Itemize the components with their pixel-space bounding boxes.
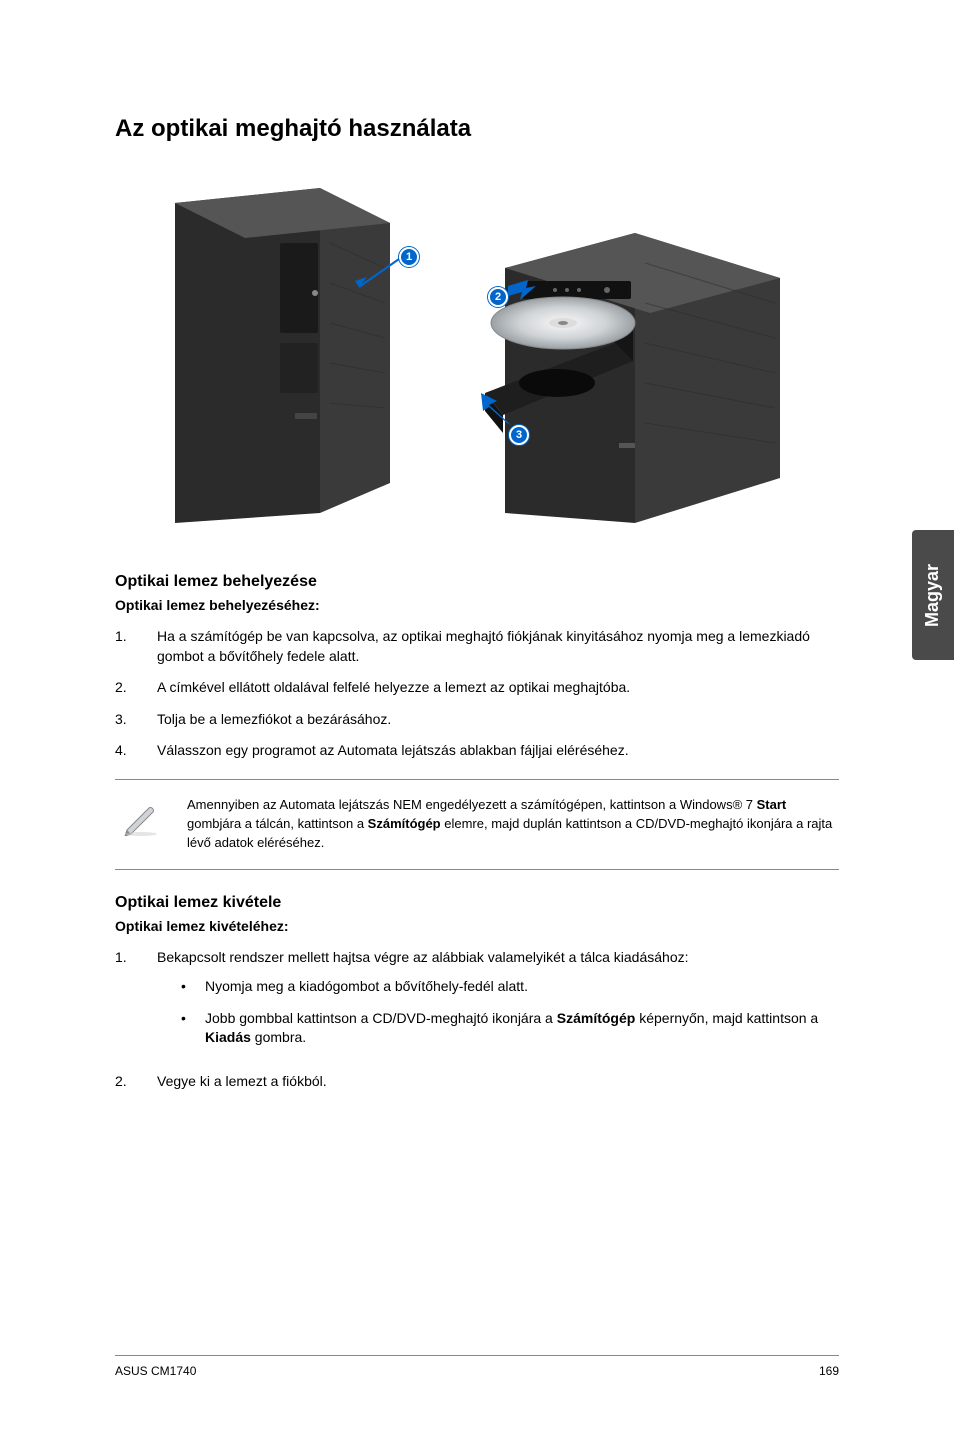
bullet-bold: Kiadás: [205, 1029, 251, 1045]
arrow-2: [508, 278, 538, 308]
list-item: 1. Bekapcsolt rendszer mellett hajtsa vé…: [115, 948, 839, 1060]
bullet-marker: •: [181, 977, 205, 997]
bullet-text: Nyomja meg a kiadógombot a bővítőhely-fe…: [205, 977, 528, 997]
list-item: 4.Válasszon egy programot az Automata le…: [115, 741, 839, 761]
bullet-fragment: képernyőn, majd kattintson a: [635, 1010, 818, 1026]
note-fragment: gombjára a tálcán, kattintson a: [187, 816, 368, 831]
section1-heading: Optikai lemez behelyezése: [115, 573, 839, 591]
tower-closed-illustration: [115, 183, 395, 533]
step-text: Válasszon egy programot az Automata lejá…: [157, 741, 839, 761]
step-text-inner: Bekapcsolt rendszer mellett hajtsa végre…: [157, 949, 689, 965]
callout-1-leader: [351, 253, 403, 293]
bullet-bold: Számítógép: [557, 1010, 636, 1026]
note-bold: Számítógép: [368, 816, 441, 831]
pencil-icon: [115, 796, 159, 841]
note-fragment: Amennyiben az Automata lejátszás NEM eng…: [187, 797, 757, 812]
page-footer: ASUS CM1740 169: [115, 1355, 839, 1378]
list-item: 1.Ha a számítógép be van kapcsolva, az o…: [115, 627, 839, 666]
page-title: Az optikai meghajtó használata: [115, 115, 839, 143]
step-number: 2.: [115, 1072, 157, 1092]
list-item: 3.Tolja be a lemezfiókot a bezárásához.: [115, 710, 839, 730]
language-tab: Magyar: [912, 530, 954, 660]
section2-heading: Optikai lemez kivétele: [115, 894, 839, 912]
list-item: 2.A címkével ellátott oldalával felfelé …: [115, 678, 839, 698]
section2-steps: 1. Bekapcsolt rendszer mellett hajtsa vé…: [115, 948, 839, 1092]
step-number: 1.: [115, 627, 157, 666]
callout-2: 2: [488, 287, 508, 307]
step-number: 3.: [115, 710, 157, 730]
section1-subheading: Optikai lemez behelyezéséhez:: [115, 597, 839, 613]
bullet-fragment: Jobb gombbal kattintson a CD/DVD-meghajt…: [205, 1010, 557, 1026]
note-text: Amennyiben az Automata lejátszás NEM eng…: [187, 796, 839, 853]
note-box: Amennyiben az Automata lejátszás NEM eng…: [115, 779, 839, 870]
step-text: Ha a számítógép be van kapcsolva, az opt…: [157, 627, 839, 666]
section1-steps: 1.Ha a számítógép be van kapcsolva, az o…: [115, 627, 839, 761]
bullet-text: Jobb gombbal kattintson a CD/DVD-meghajt…: [205, 1009, 839, 1048]
footer-page-number: 169: [819, 1364, 839, 1378]
arrow-3: [477, 393, 517, 429]
step-number: 2.: [115, 678, 157, 698]
step-text: A címkével ellátott oldalával felfelé he…: [157, 678, 839, 698]
bullet-item: •Jobb gombbal kattintson a CD/DVD-meghaj…: [181, 1009, 839, 1048]
bullet-list: •Nyomja meg a kiadógombot a bővítőhely-f…: [157, 977, 839, 1048]
list-item: 2.Vegye ki a lemezt a fiókból.: [115, 1072, 839, 1092]
bullet-fragment: gombra.: [251, 1029, 306, 1045]
note-bold: Start: [757, 797, 787, 812]
step-text: Bekapcsolt rendszer mellett hajtsa végre…: [157, 948, 839, 1060]
language-tab-label: Magyar: [923, 563, 944, 626]
figure-area: 1: [115, 183, 839, 553]
step-number: 4.: [115, 741, 157, 761]
step-text: Tolja be a lemezfiókot a bezárásához.: [157, 710, 839, 730]
section2-subheading: Optikai lemez kivételéhez:: [115, 918, 839, 934]
bullet-marker: •: [181, 1009, 205, 1048]
footer-left: ASUS CM1740: [115, 1364, 196, 1378]
bullet-item: •Nyomja meg a kiadógombot a bővítőhely-f…: [181, 977, 839, 997]
step-number: 1.: [115, 948, 157, 1060]
step-text: Vegye ki a lemezt a fiókból.: [157, 1072, 839, 1092]
